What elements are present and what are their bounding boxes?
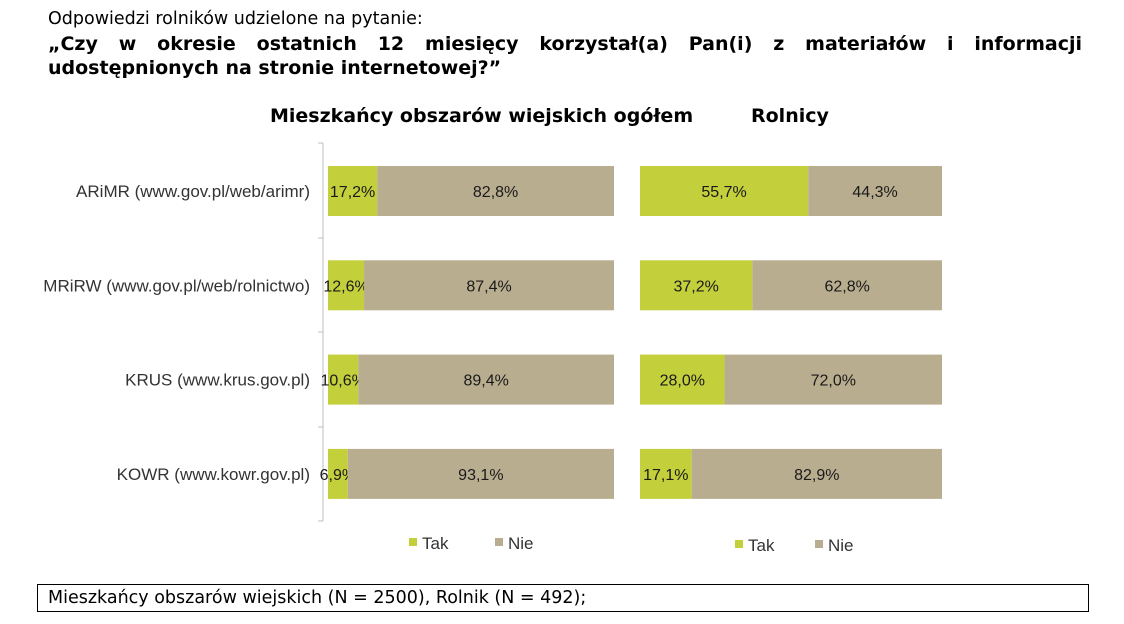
data-label-tak: 6,9% (320, 467, 356, 484)
legend-swatch-tak (409, 538, 417, 546)
category-label: MRiRW (www.gov.pl/web/rolnictwo) (43, 276, 310, 295)
category-label: KOWR (www.kowr.gov.pl) (117, 465, 310, 484)
data-label-tak: 10,6% (320, 373, 365, 390)
bar-tak (328, 448, 348, 499)
data-label-nie: 93,1% (458, 467, 503, 484)
bar-tak (640, 260, 753, 311)
bar-tak (328, 354, 359, 405)
data-label-tak: 37,2% (673, 278, 718, 295)
legend-swatch-nie (815, 540, 823, 548)
legend-label-tak: Tak (422, 534, 449, 553)
question-text: „Czy w okresie ostatnich 12 miesięcy kor… (48, 33, 1082, 79)
bar-nie (691, 448, 942, 499)
bar-nie (724, 354, 942, 405)
data-label-tak: 55,7% (701, 184, 746, 201)
bar-tak (640, 448, 692, 499)
data-label-nie: 62,8% (824, 278, 869, 295)
bar-tak (328, 166, 378, 216)
stacked-bar-chart: ARiMR (www.gov.pl/web/arimr) MRiRW (www.g… (43, 142, 942, 555)
category-label: ARiMR (www.gov.pl/web/arimr) (76, 182, 310, 201)
bar-tak (328, 260, 365, 311)
data-label-nie: 87,4% (466, 278, 511, 295)
data-label-nie: 82,8% (473, 184, 518, 201)
data-label-tak: 12,6% (323, 278, 368, 295)
legend-label-tak: Tak (748, 536, 775, 555)
data-label-nie: 72,0% (811, 373, 856, 390)
sample-size-note: Mieszkańcy obszarów wiejskich (N = 2500)… (37, 584, 1089, 612)
legend-swatch-tak (735, 540, 743, 548)
legend-swatch-nie (495, 538, 503, 546)
category-label: KRUS (www.krus.gov.pl) (125, 371, 310, 390)
bar-tak (640, 354, 725, 405)
bar-tak (640, 166, 809, 216)
bar-nie (364, 260, 614, 311)
bar-nie (358, 354, 614, 405)
panel-title-farmers: Rolnicy (751, 105, 829, 127)
data-label-nie: 82,9% (794, 467, 839, 484)
bar-nie (347, 448, 614, 499)
legend-label-nie: Nie (828, 536, 854, 555)
legend-label-nie: Nie (508, 534, 534, 553)
panel-title-all-residents: Mieszkańcy obszarów wiejskich ogółem (270, 105, 694, 127)
data-label-tak: 17,1% (643, 467, 688, 484)
data-label-nie: 44,3% (852, 184, 897, 201)
data-label-tak: 17,2% (330, 184, 375, 201)
bar-nie (377, 166, 614, 216)
data-label-tak: 28,0% (660, 373, 705, 390)
data-label-nie: 89,4% (463, 373, 508, 390)
intro-text: Odpowiedzi rolników udzielone na pytanie… (48, 9, 423, 29)
bar-nie (808, 166, 942, 216)
bar-nie (752, 260, 942, 311)
